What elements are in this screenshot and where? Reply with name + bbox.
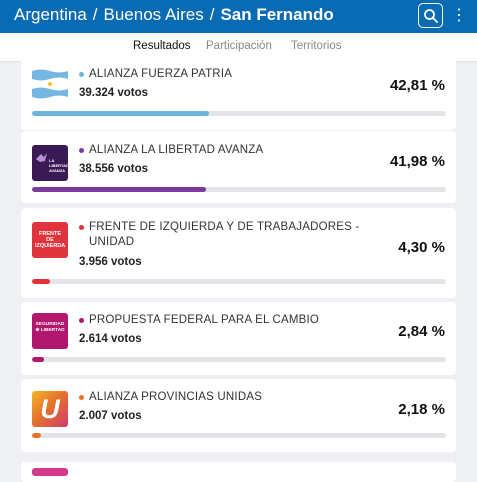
party-name: ALIANZA PROVINCIAS UNIDAS (89, 391, 263, 403)
breadcrumb-country[interactable]: Argentina (14, 5, 87, 24)
party-percentage: 4,30 % (398, 239, 445, 256)
breadcrumb-separator: / (92, 5, 98, 24)
lla-logo-text: LA LIBERTAD AVANZA (49, 158, 68, 173)
lla-logo: LA LIBERTAD AVANZA (32, 145, 68, 181)
breadcrumb-district: San Fernando (220, 5, 334, 24)
app-header: Argentina / Buenos Aires / San Fernando ⋮ (0, 0, 477, 33)
breadcrumb-separator: / (209, 5, 215, 24)
vote-share-bar (32, 279, 446, 284)
party-color-dot (79, 72, 84, 77)
breadcrumb-province[interactable]: Buenos Aires (103, 5, 204, 24)
party-votes: 2.007 votos (79, 410, 142, 422)
party-percentage: 2,18 % (398, 401, 445, 418)
more-vertical-icon[interactable]: ⋮ (451, 7, 467, 24)
party-percentage: 41,98 % (389, 153, 445, 170)
pfc-logo: SEGURIDAD ⊕ LIBERTAD (32, 313, 68, 349)
fit-logo-text: FRENTE DE IZQUIERDA (35, 231, 66, 249)
tab-territorios[interactable]: Territorios (291, 40, 342, 52)
party-result-card[interactable]: ALIANZA FUERZA PATRIA 39.324 votos 42,81… (21, 55, 456, 130)
party-percentage: 2,84 % (398, 323, 445, 340)
party-logo (32, 468, 68, 476)
party-result-card[interactable] (21, 462, 456, 482)
vote-share-fill (32, 357, 44, 362)
party-votes: 39.324 votos (79, 87, 149, 99)
apu-logo-text: U (40, 394, 60, 424)
party-name: FRENTE DE IZQUIERDA Y DE TRABAJADORES - … (89, 221, 360, 248)
scrollbar[interactable] (463, 62, 477, 470)
party-color-dot (79, 318, 84, 323)
vote-share-fill (32, 279, 50, 284)
party-result-card[interactable]: LA LIBERTAD AVANZA ALIANZA LA LIBERTAD A… (21, 131, 456, 203)
party-result-card[interactable]: U ALIANZA PROVINCIAS UNIDAS 2.007 votos … (21, 379, 456, 452)
apu-logo: U (32, 391, 68, 427)
party-name: PROPUESTA FEDERAL PARA EL CAMBIO (89, 314, 320, 326)
party-color-dot (79, 148, 84, 153)
party-percentage: 42,81 % (389, 77, 445, 94)
vote-share-bar (32, 357, 446, 362)
fit-logo: FRENTE DE IZQUIERDA (32, 222, 68, 258)
vote-share-fill (32, 187, 206, 192)
vote-share-bar (32, 187, 446, 192)
pfc-logo-text: SEGURIDAD ⊕ LIBERTAD (35, 322, 65, 333)
party-name: ALIANZA FUERZA PATRIA (89, 68, 233, 80)
party-name: ALIANZA LA LIBERTAD AVANZA (89, 144, 264, 156)
vote-share-fill (32, 111, 210, 116)
breadcrumb: Argentina / Buenos Aires / San Fernando (14, 5, 334, 25)
tab-resultados[interactable]: Resultados (133, 40, 191, 52)
party-votes: 38.556 votos (79, 163, 149, 175)
search-button[interactable] (418, 3, 443, 28)
party-result-card[interactable]: SEGURIDAD ⊕ LIBERTAD PROPUESTA FEDERAL P… (21, 302, 456, 375)
vote-share-bar (32, 111, 446, 116)
vote-share-bar (32, 433, 446, 438)
party-color-dot (79, 225, 84, 230)
search-icon (424, 9, 438, 23)
party-color-dot (79, 395, 84, 400)
tab-participacion[interactable]: Participación (206, 40, 272, 52)
argentina-flag-icon (32, 69, 68, 99)
party-result-card[interactable]: FRENTE DE IZQUIERDA FRENTE DE IZQUIERDA … (21, 208, 456, 298)
party-votes: 3.956 votos (79, 256, 142, 268)
party-votes: 2.614 votos (79, 333, 142, 345)
vote-share-fill (32, 433, 42, 438)
